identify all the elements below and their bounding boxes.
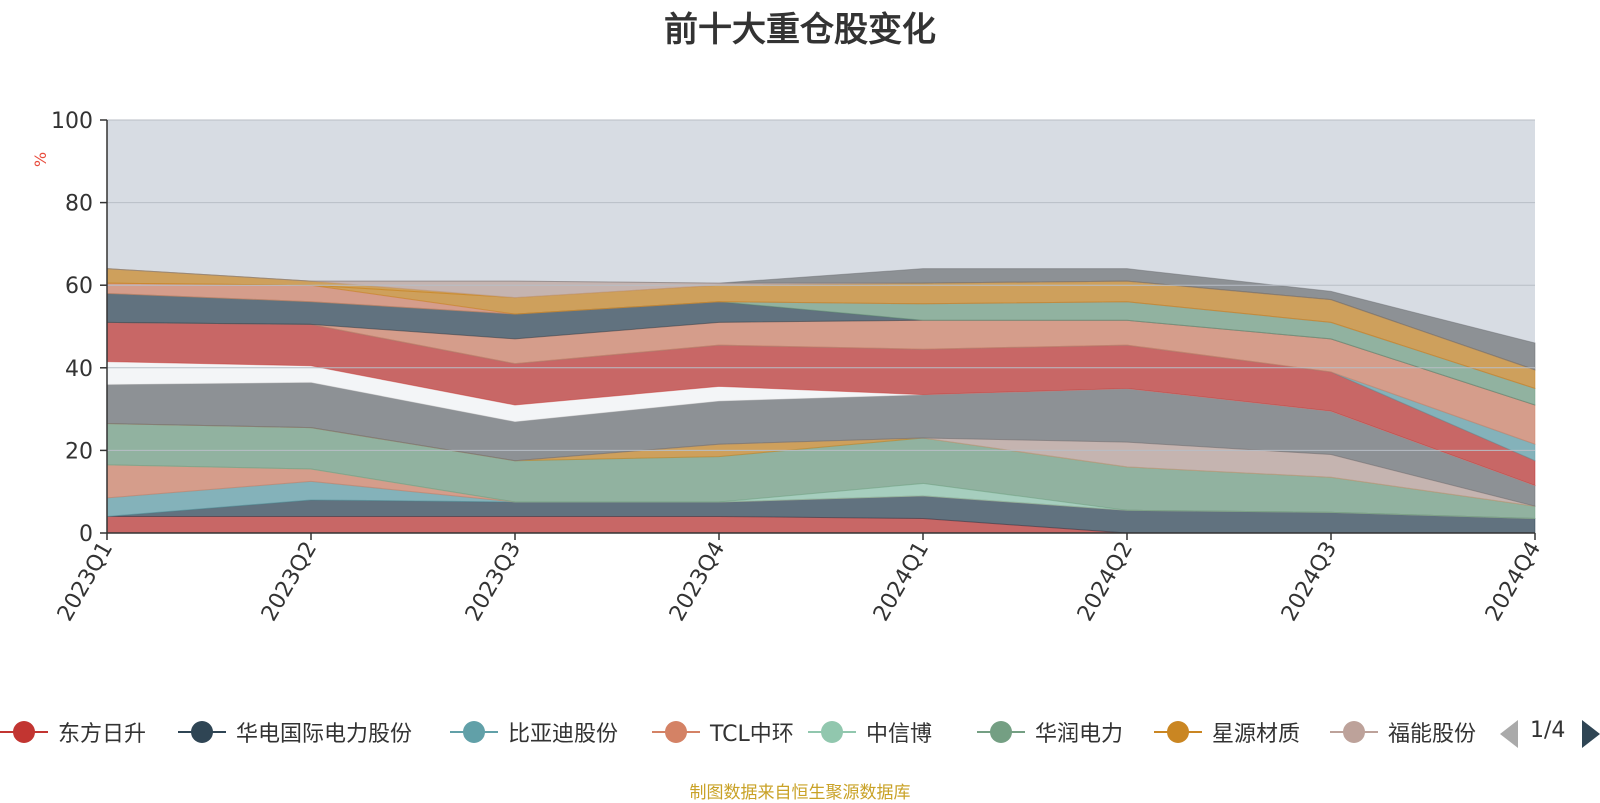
legend-page-indicator: 1/4 (1530, 718, 1566, 743)
triangle-left-icon[interactable] (1500, 720, 1518, 748)
legend-item[interactable]: 星源材质 (1154, 714, 1300, 750)
legend-label: TCL中环 (710, 722, 794, 747)
legend-label: 福能股份 (1388, 722, 1477, 747)
x-tick-label: 2024Q2 (1073, 538, 1138, 626)
legend-item[interactable]: 华电国际电力股份 (178, 714, 412, 750)
x-tick-label: 2023Q1 (53, 538, 118, 626)
legend-marker-dot (191, 721, 213, 743)
legend-item[interactable]: 华润电力 (977, 714, 1123, 750)
legend-label: 中信博 (866, 722, 933, 747)
legend-item[interactable]: 中信博 (808, 714, 932, 750)
legend-marker-icon (977, 714, 1025, 750)
legend-marker-icon (1154, 714, 1202, 750)
legend-item[interactable]: TCL中环 (652, 714, 794, 750)
area-series-19[interactable] (106, 268, 1536, 371)
legend-item[interactable]: 东方日升 (0, 714, 146, 750)
legend-label: 星源材质 (1212, 722, 1301, 747)
y-tick-label: 80 (65, 192, 93, 217)
legend-label: 华电国际电力股份 (236, 722, 413, 747)
legend-item[interactable]: 比亚迪股份 (450, 714, 618, 750)
triangle-right-icon[interactable] (1582, 720, 1600, 748)
x-tick-label: 2023Q4 (665, 538, 730, 626)
y-tick-label: 0 (79, 522, 93, 547)
y-tick-label: 100 (51, 109, 93, 134)
legend-marker-dot (990, 721, 1012, 743)
legend-marker-dot (665, 721, 687, 743)
legend-label: 华润电力 (1035, 722, 1124, 747)
y-axis-unit: % (31, 151, 51, 168)
y-tick-label: 40 (65, 357, 93, 382)
legend-marker-icon (0, 714, 48, 750)
x-tick-label: 2024Q3 (1277, 538, 1342, 626)
chart-title: 前十大重仓股变化 (664, 10, 936, 50)
legend-label: 东方日升 (58, 722, 147, 747)
x-tick-label: 2023Q2 (257, 538, 322, 626)
legend-marker-dot (821, 721, 843, 743)
legend-marker-icon (808, 714, 856, 750)
legend-marker-dot (1343, 721, 1365, 743)
legend: 东方日升 华电国际电力股份 比亚迪股份 TCL中环 中信博 华润电力 星源材质 福能股份 (0, 714, 1600, 750)
legend-marker-icon (652, 714, 700, 750)
legend-marker-icon (1330, 714, 1378, 750)
legend-item[interactable]: 福能股份 (1330, 714, 1476, 750)
x-tick-label: 2024Q4 (1481, 538, 1546, 626)
y-tick-label: 20 (65, 439, 93, 464)
y-tick-label: 60 (65, 274, 93, 299)
source-note: 制图数据来自恒生聚源数据库 (689, 783, 911, 803)
legend-marker-icon (178, 714, 226, 750)
legend-marker-dot (1167, 721, 1189, 743)
legend-marker-dot (13, 721, 35, 743)
legend-pager: 1/4 (1500, 714, 1600, 750)
legend-marker-dot (463, 721, 485, 743)
legend-label: 比亚迪股份 (508, 722, 619, 747)
x-tick-label: 2023Q3 (461, 538, 526, 626)
x-tick-label: 2024Q1 (869, 538, 934, 626)
legend-marker-icon (450, 714, 498, 750)
